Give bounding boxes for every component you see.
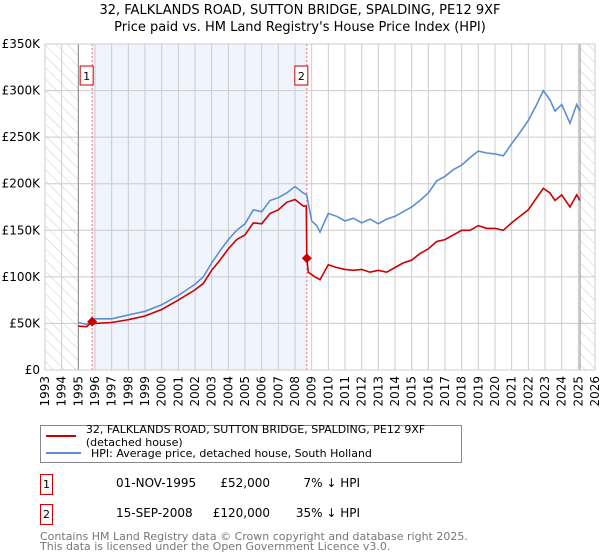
x-tick-label: 1993 xyxy=(38,376,52,407)
x-tick-label: 1999 xyxy=(138,376,152,407)
x-tick-label: 2007 xyxy=(271,376,285,407)
x-tick-label: 1995 xyxy=(71,376,85,407)
x-tick-label: 2024 xyxy=(555,376,569,407)
footer-copyright: Contains HM Land Registry data © Crown c… xyxy=(40,530,468,543)
x-tick-label: 1998 xyxy=(121,376,135,407)
sale-marker-label: 2 xyxy=(298,70,305,83)
x-tick-label: 2009 xyxy=(305,376,319,407)
transaction-price: £120,000 xyxy=(212,506,270,520)
sale-marker-label: 1 xyxy=(83,70,90,83)
y-tick-label: £300K xyxy=(2,84,42,98)
transaction-date: 01-NOV-1995 xyxy=(116,476,197,490)
x-tick-label: 2018 xyxy=(455,376,469,407)
legend: 32, FALKLANDS ROAD, SUTTON BRIDGE, SPALD… xyxy=(40,423,462,463)
x-tick-label: 2016 xyxy=(421,376,435,407)
legend-label: HPI: Average price, detached house, Sout… xyxy=(91,446,372,460)
legend-label: 32, FALKLANDS ROAD, SUTTON BRIDGE, SPALD… xyxy=(85,423,426,449)
x-tick-label: 2001 xyxy=(171,376,185,407)
sale-point xyxy=(87,316,98,327)
legend-swatch xyxy=(46,435,76,437)
x-tick-label: 2021 xyxy=(505,376,519,407)
x-tick-label: 2012 xyxy=(355,376,369,407)
x-tick-label: 2015 xyxy=(405,376,419,407)
x-tick-label: 2002 xyxy=(188,376,202,407)
x-tick-label: 2026 xyxy=(588,376,600,407)
x-tick-label: 2017 xyxy=(438,376,452,407)
y-tick-label: £100K xyxy=(2,270,42,284)
x-tick-label: 2014 xyxy=(388,376,402,407)
y-tick-label: £200K xyxy=(2,177,42,191)
legend-swatch xyxy=(46,452,81,454)
transaction-date: 15-SEP-2008 xyxy=(116,506,193,520)
chart-title: 32, FALKLANDS ROAD, SUTTON BRIDGE, SPALD… xyxy=(99,3,501,18)
chart-subtitle: Price paid vs. HM Land Registry's House … xyxy=(114,20,486,35)
legend-item-property: 32, FALKLANDS ROAD, SUTTON BRIDGE, SPALD… xyxy=(41,423,461,449)
series-line xyxy=(78,187,581,328)
y-tick-label: £50K xyxy=(9,316,41,330)
x-tick-label: 2013 xyxy=(371,376,385,407)
x-tick-label: 2011 xyxy=(338,376,352,407)
transaction-badge: 1 xyxy=(40,474,53,495)
transaction-hpi: 35% ↓ HPI xyxy=(295,506,360,520)
x-tick-label: 2000 xyxy=(155,376,169,407)
plot-border xyxy=(44,43,596,371)
y-tick-label: £150K xyxy=(2,223,42,237)
x-tick-label: 2003 xyxy=(205,376,219,407)
x-tick-label: 2022 xyxy=(521,376,535,407)
y-tick-label: £0 xyxy=(25,363,40,377)
sale-marker-box xyxy=(294,65,309,86)
sale-marker-box xyxy=(79,65,94,86)
transaction-hpi: 7% ↓ HPI xyxy=(303,476,360,490)
x-tick-label: 2019 xyxy=(471,376,485,407)
y-tick-label: £250K xyxy=(2,130,42,144)
sale-point xyxy=(301,253,312,264)
transaction-badge: 2 xyxy=(40,504,53,525)
x-tick-label: 2023 xyxy=(538,376,552,407)
x-tick-label: 2020 xyxy=(488,376,502,407)
x-tick-label: 2006 xyxy=(255,376,269,407)
footer-license: This data is licensed under the Open Gov… xyxy=(40,540,391,553)
series-line xyxy=(78,89,581,326)
y-tick-label: £350K xyxy=(2,37,42,51)
transaction-price: £52,000 xyxy=(220,476,270,490)
price-chart: 1993 1994 1995 1996 1997 1998 1999 2000 2001 2002… xyxy=(2,37,600,407)
hatched-region xyxy=(580,44,595,370)
x-tick-label: 1997 xyxy=(105,376,119,407)
x-tick-label: 2008 xyxy=(288,376,302,407)
x-tick-label: 2005 xyxy=(238,376,252,407)
x-tick-label: 2004 xyxy=(221,376,235,407)
x-tick-label: 1996 xyxy=(88,376,102,407)
x-tick-label: 2025 xyxy=(571,376,585,407)
x-tick-label: 2010 xyxy=(321,376,335,407)
x-tick-label: 1994 xyxy=(55,376,69,407)
legend-item-hpi: HPI: Average price, detached house, Sout… xyxy=(41,445,372,461)
